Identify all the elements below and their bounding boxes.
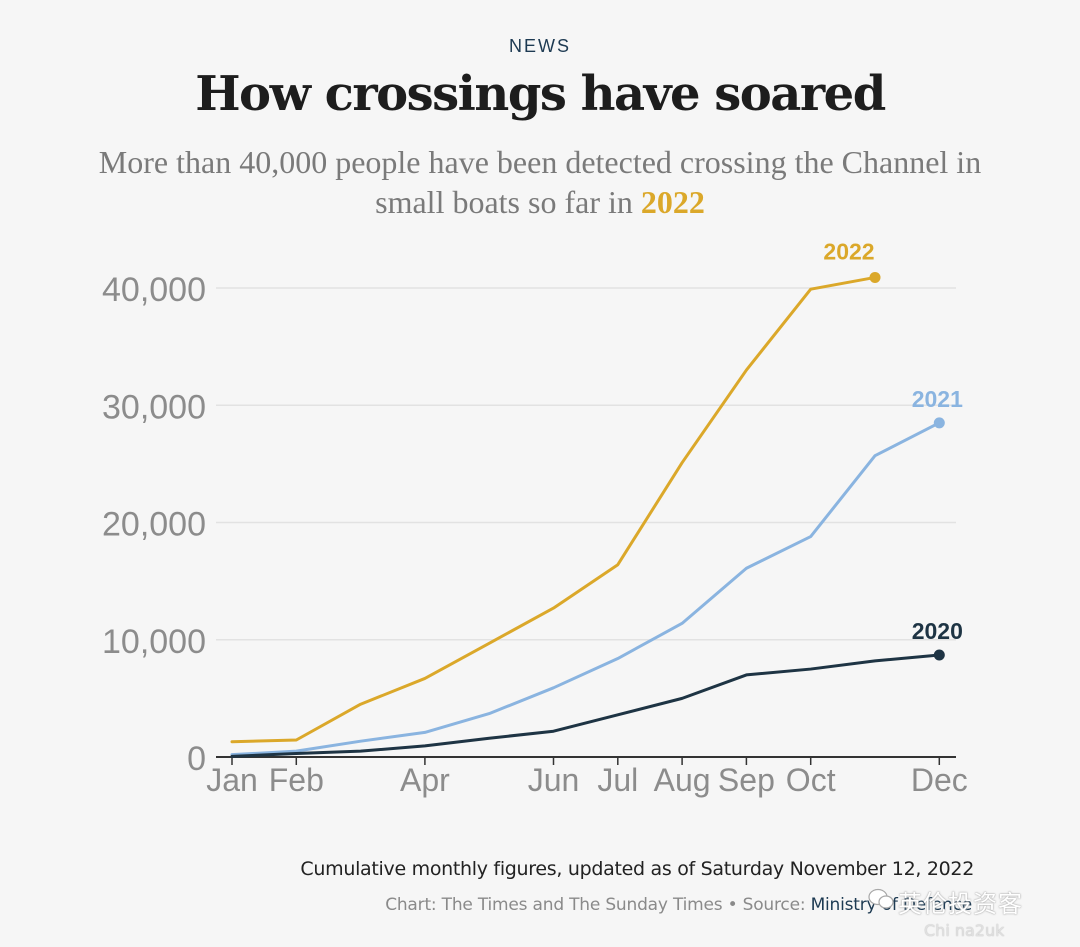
x-tick-label: Jul (597, 762, 638, 798)
series-line-2021 (230, 421, 941, 757)
y-tick-label: 40,000 (102, 271, 206, 309)
x-tick-label: Jan (206, 762, 258, 798)
axes (216, 756, 956, 765)
series-end-dot-2022 (869, 271, 881, 283)
kicker-label: NEWS (509, 36, 571, 56)
y-tick-label: 10,000 (102, 623, 206, 661)
series-line-2020 (230, 653, 941, 758)
series-label-2020: 2020 (912, 618, 963, 644)
series-lines (230, 271, 945, 758)
watermark-text: 英伦投资客 (898, 890, 1023, 918)
x-tick-label: Dec (911, 762, 968, 798)
chart-subtitle: More than 40,000 people have been detect… (90, 142, 990, 222)
subtitle-highlight-year: 2022 (640, 184, 705, 220)
series-end-dot-2020 (933, 649, 945, 661)
credit-text: Chart: The Times and The Sunday Times • … (385, 895, 811, 915)
gridlines (216, 287, 956, 641)
y-tick-label: 30,000 (102, 388, 206, 426)
x-tick-label: Oct (786, 762, 836, 798)
series-end-dot-2021 (933, 417, 945, 429)
x-tick-label: Apr (400, 762, 450, 798)
series-line-2022 (230, 275, 877, 744)
x-tick-label: Feb (269, 762, 324, 798)
series-label-2021: 2021 (912, 386, 963, 412)
chart-title: How crossings have soared (195, 66, 886, 122)
watermark-subtext: Chi na2uk (924, 921, 1005, 940)
y-tick-label: 0 (187, 740, 206, 778)
footer-note: Cumulative monthly figures, updated as o… (300, 858, 974, 880)
subtitle-text: More than 40,000 people have been detect… (98, 144, 982, 220)
y-tick-label: 20,000 (102, 506, 206, 544)
x-tick-label: Jun (528, 762, 580, 798)
chat-bubble-icon (868, 888, 894, 909)
x-tick-label: Aug (654, 762, 711, 798)
tick-labels: 0 10,000 20,000 30,000 40,000 Jan Feb Apr Jun Jul… (102, 238, 968, 798)
x-tick-label: Sep (718, 762, 775, 798)
watermark: 英伦投资客 Chi na2uk (864, 880, 1064, 942)
series-label-2022: 2022 (823, 238, 874, 264)
